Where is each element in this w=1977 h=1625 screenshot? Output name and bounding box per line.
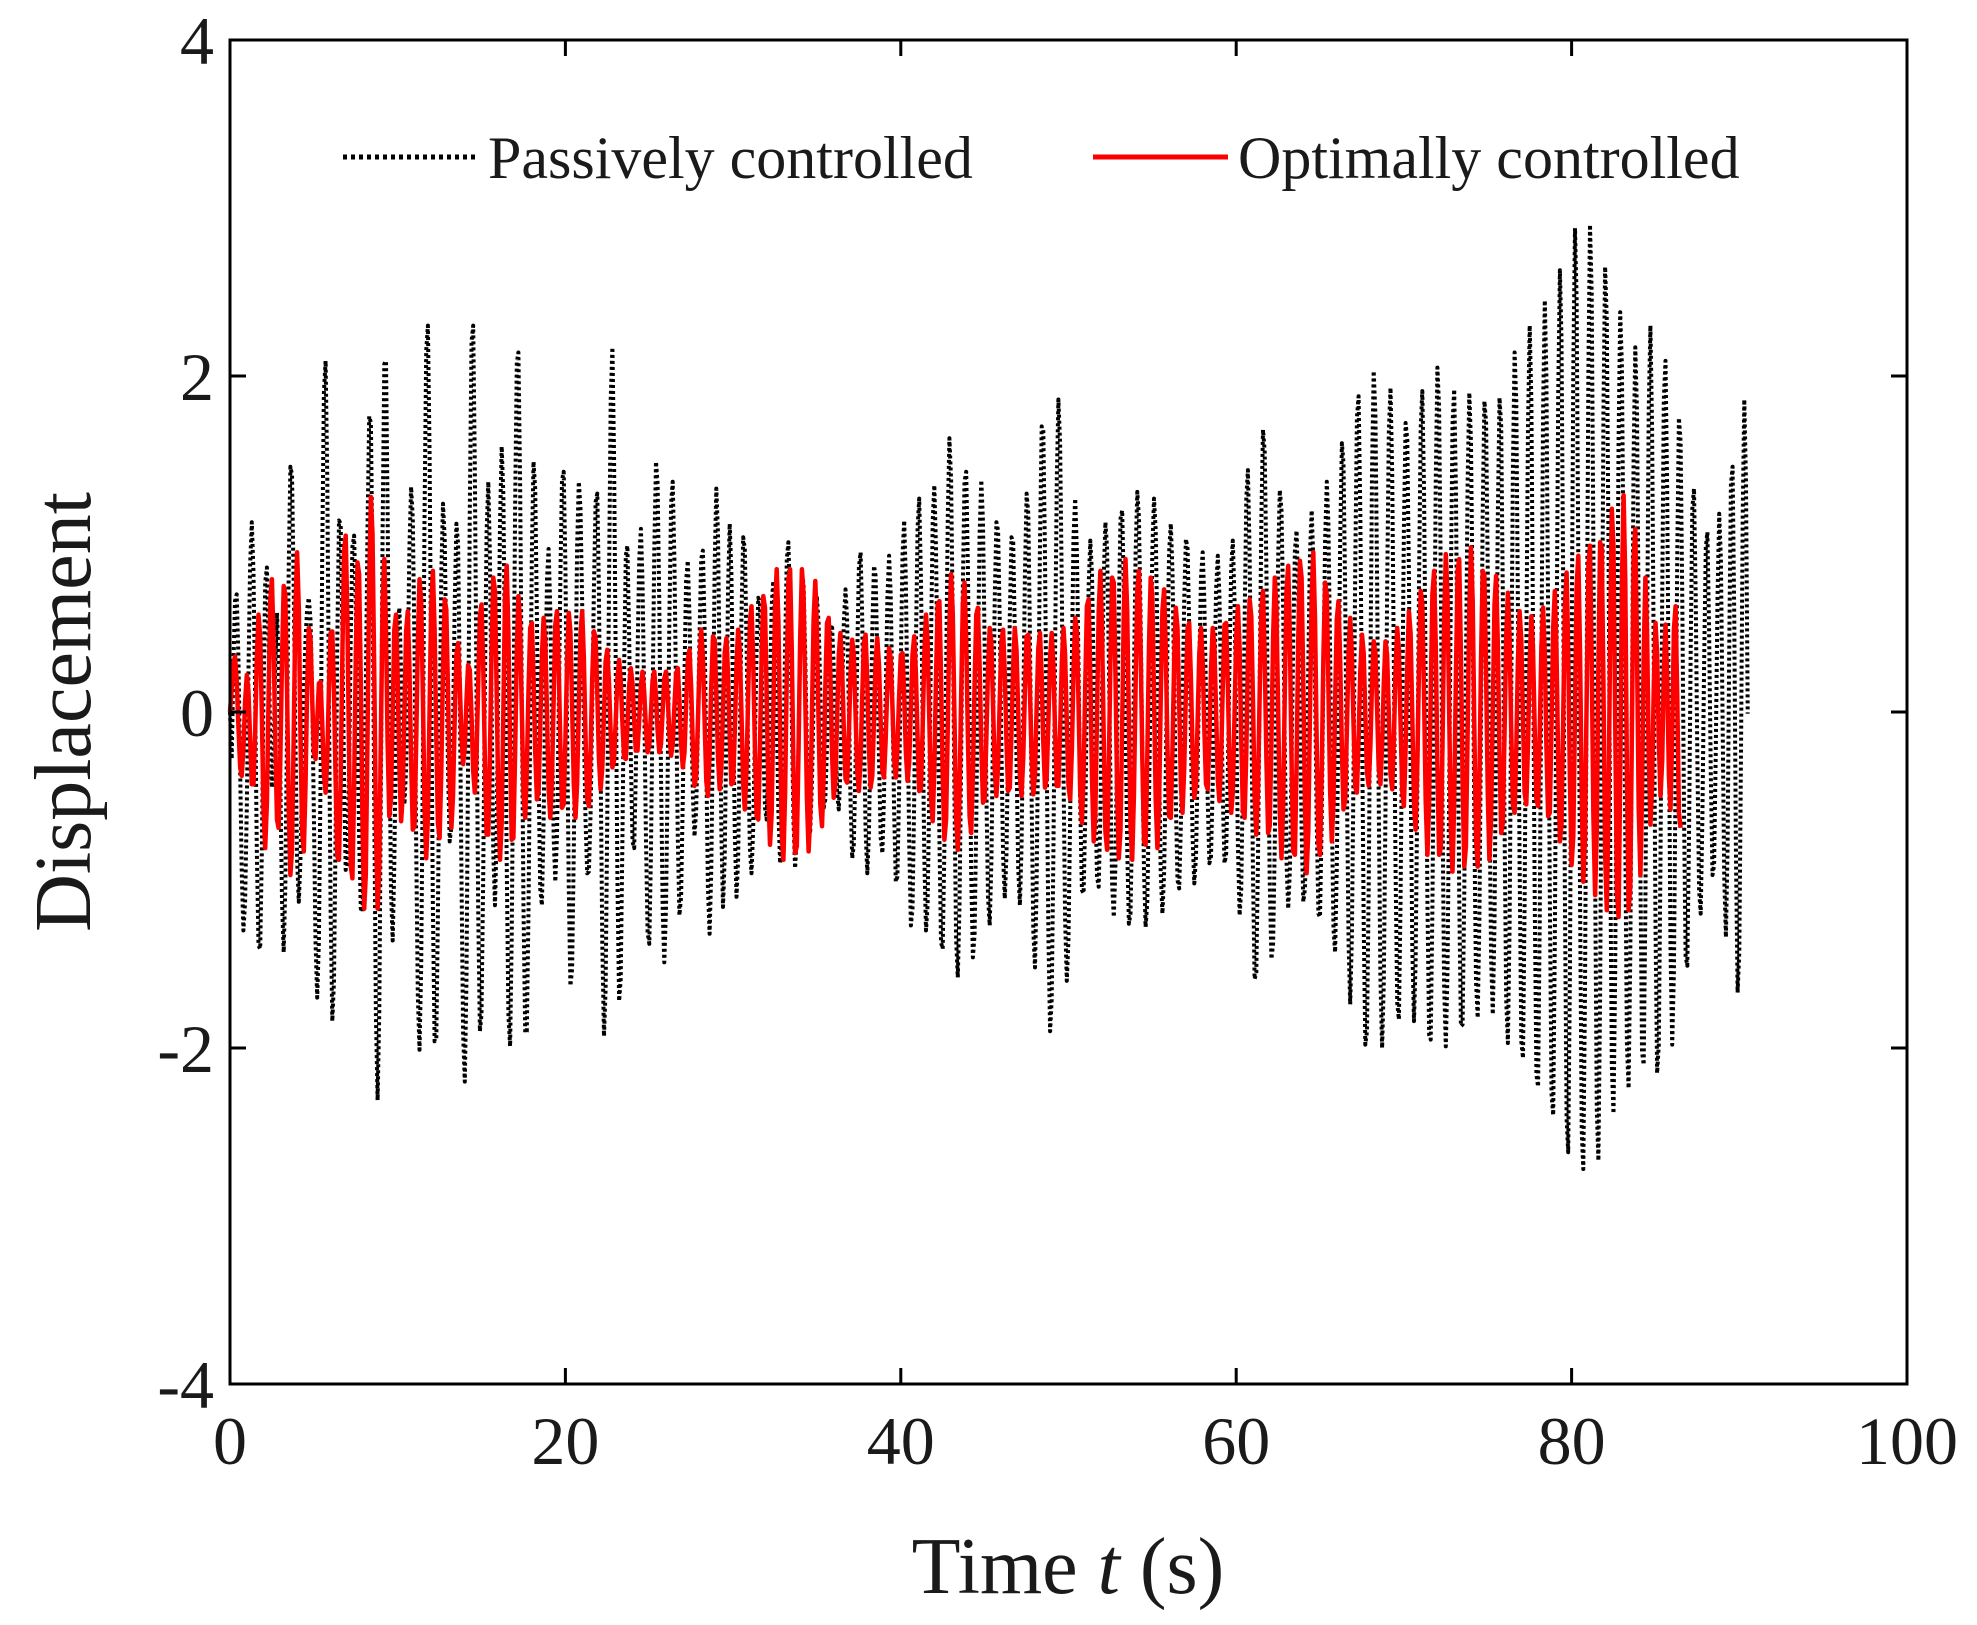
- x-tick-label: 0: [213, 1403, 247, 1479]
- axis-ticks: [228, 38, 1909, 1386]
- y-tick-label: -2: [157, 1011, 214, 1087]
- y-tick-label: 0: [180, 675, 214, 751]
- x-axis-label-prefix: Time: [912, 1523, 1098, 1611]
- axis-tick-labels: 0 20 40 60 80 100 -4 -2 0 2 4: [157, 3, 1958, 1479]
- x-tick-label: 20: [531, 1403, 599, 1479]
- y-tick-label: 4: [180, 3, 214, 79]
- legend-label-optimal: Optimally controlled: [1238, 125, 1740, 191]
- x-tick-label: 40: [867, 1403, 935, 1479]
- x-tick-label: 60: [1202, 1403, 1270, 1479]
- plot-lines: [227, 222, 1750, 1171]
- series-line-optimal: [227, 493, 1683, 920]
- x-tick-label: 80: [1538, 1403, 1606, 1479]
- y-axis-label: Displacement: [20, 492, 108, 932]
- y-tick-label: -4: [157, 1347, 214, 1423]
- x-axis-label-suffix: (s): [1120, 1523, 1224, 1611]
- x-axis-label-variable: t: [1098, 1523, 1122, 1611]
- x-axis-label: Time t (s): [912, 1523, 1225, 1611]
- x-tick-label: 100: [1856, 1403, 1958, 1479]
- series-line-passive: [228, 222, 1750, 1171]
- y-tick-label: 2: [180, 339, 214, 415]
- legend: Passively controlled Optimally controlle…: [343, 125, 1740, 191]
- legend-label-passive: Passively controlled: [488, 125, 973, 191]
